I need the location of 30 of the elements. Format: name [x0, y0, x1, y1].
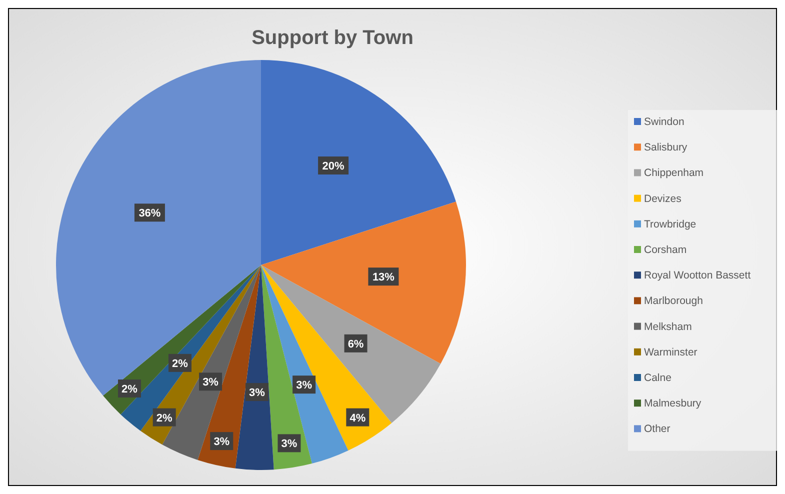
legend-label: Warminster [644, 346, 698, 358]
data-label: 20% [322, 160, 345, 172]
data-label: 2% [156, 412, 172, 424]
data-label: 3% [281, 438, 298, 450]
data-label: 13% [372, 272, 395, 284]
legend-label: Corsham [644, 244, 687, 256]
legend-label: Malmesbury [644, 398, 702, 410]
legend-label: Devizes [644, 192, 682, 205]
legend-label: Other [644, 423, 671, 436]
legend-label: Calne [644, 372, 672, 384]
chart-title: Support by Town [252, 27, 414, 49]
data-label: 2% [122, 383, 138, 396]
pie-slice [261, 60, 456, 265]
legend-label: Marlborough [644, 295, 704, 308]
data-label: 3% [214, 436, 230, 448]
legend-label: Royal Wootton Bassett [644, 270, 751, 282]
data-label: 3% [202, 376, 219, 389]
data-label: 2% [172, 358, 188, 370]
data-label: 4% [350, 412, 366, 424]
legend-label: Swindon [644, 116, 684, 128]
pie-slice [235, 265, 274, 470]
legend-label: Trowbridge [644, 218, 696, 230]
legend-label: Chippenham [644, 167, 704, 180]
pie-slice [261, 202, 466, 364]
data-label: 36% [138, 208, 161, 220]
legend-label: Salisbury [644, 142, 688, 154]
data-label: 6% [348, 338, 364, 350]
legend-label: Melksham [644, 320, 692, 333]
data-label: 3% [249, 387, 266, 400]
data-label: 3% [296, 380, 312, 392]
